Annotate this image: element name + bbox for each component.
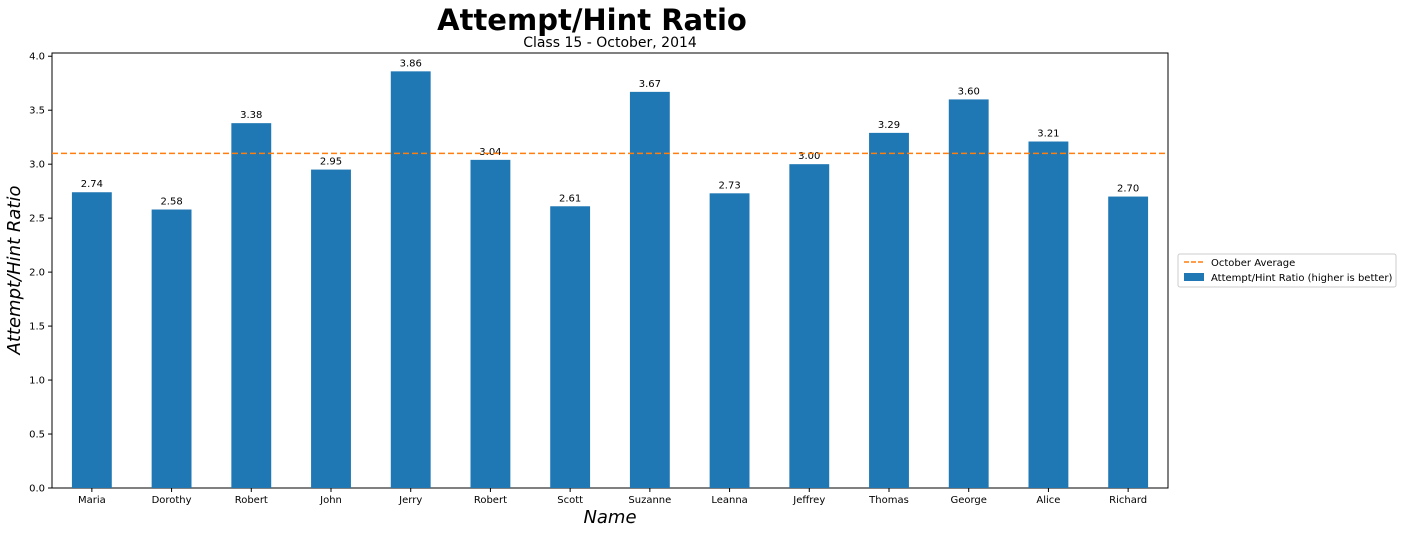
- legend-bar-swatch: [1184, 273, 1204, 281]
- bar: [629, 91, 670, 489]
- bar: [390, 71, 431, 488]
- legend-label-average: October Average: [1211, 258, 1295, 269]
- y-tick-label: 0.0: [29, 484, 45, 495]
- bar-value-label: 2.73: [718, 180, 740, 191]
- bar-value-label: 3.67: [639, 79, 661, 90]
- bar-value-label: 3.29: [878, 120, 900, 131]
- legend: October Average Attempt/Hint Ratio (high…: [1177, 253, 1397, 288]
- plot-area: [51, 52, 1169, 489]
- x-tick-label: Robert: [474, 495, 507, 506]
- bar: [470, 159, 511, 489]
- chart-title: Attempt/Hint Ratio: [437, 3, 747, 37]
- x-axis-label: Name: [583, 507, 636, 528]
- x-tick-label: Suzanne: [628, 495, 671, 506]
- y-tick-label: 2.5: [29, 214, 45, 225]
- bar: [789, 164, 830, 489]
- bar: [550, 206, 591, 488]
- x-tick-label: Jerry: [398, 495, 422, 506]
- data-labels: 2.74 2.58 3.38 2.95 3.86 3.04 2.61 3.67 2.73 3.00…: [81, 58, 1140, 207]
- x-tick-label: Scott: [557, 495, 583, 506]
- bar-value-label: 3.00: [798, 151, 820, 162]
- x-tick-label: Maria: [78, 495, 106, 506]
- bar-value-label: 3.60: [958, 86, 980, 97]
- x-tick-label: Jeffrey: [792, 495, 825, 506]
- y-tick-label: 1.5: [29, 322, 45, 333]
- x-tick-label: Richard: [1109, 495, 1147, 506]
- bar: [151, 209, 192, 488]
- bar-value-label: 3.04: [479, 147, 501, 158]
- bar-value-label: 2.61: [559, 193, 581, 204]
- bar: [71, 192, 112, 489]
- bar-value-label: 2.95: [320, 157, 342, 168]
- bars: [71, 71, 1149, 489]
- bar: [231, 123, 272, 489]
- bar-value-label: 2.74: [81, 179, 103, 190]
- bar: [311, 169, 351, 488]
- y-tick-label: 3.5: [29, 106, 45, 117]
- y-tick-label: 1.0: [29, 376, 45, 387]
- y-axis: 0.0 0.5 1.0 1.5 2.0 2.5 3.0 3.5 4.0: [29, 52, 52, 495]
- bar-value-label: 2.58: [160, 197, 182, 208]
- y-tick-label: 4.0: [29, 52, 45, 63]
- x-tick-label: Thomas: [868, 495, 909, 506]
- bar: [1028, 141, 1069, 488]
- bar-value-label: 3.86: [400, 58, 422, 69]
- y-tick-label: 0.5: [29, 430, 45, 441]
- legend-box: [1177, 253, 1397, 288]
- y-axis-label: Attempt/Hint Ratio: [4, 186, 25, 356]
- x-tick-label: Robert: [235, 495, 268, 506]
- x-tick-label: John: [319, 495, 342, 506]
- y-tick-label: 2.0: [29, 268, 45, 279]
- x-tick-label: Leanna: [711, 495, 747, 506]
- legend-label-series: Attempt/Hint Ratio (higher is better): [1211, 273, 1393, 284]
- chart-subtitle: Class 15 - October, 2014: [523, 35, 697, 51]
- bar: [869, 132, 909, 489]
- bar: [1108, 196, 1149, 488]
- x-tick-label: Dorothy: [152, 495, 192, 506]
- x-tick-label: Alice: [1036, 495, 1060, 506]
- bar: [709, 193, 750, 489]
- bar: [948, 99, 989, 488]
- bar-value-label: 2.70: [1117, 184, 1139, 195]
- x-axis: Maria Dorothy Robert John Jerry Robert Scott Su…: [78, 488, 1147, 506]
- bar-value-label: 3.21: [1037, 129, 1059, 140]
- x-tick-label: George: [950, 495, 986, 506]
- bar-value-label: 3.38: [240, 110, 262, 121]
- y-tick-label: 3.0: [29, 160, 45, 171]
